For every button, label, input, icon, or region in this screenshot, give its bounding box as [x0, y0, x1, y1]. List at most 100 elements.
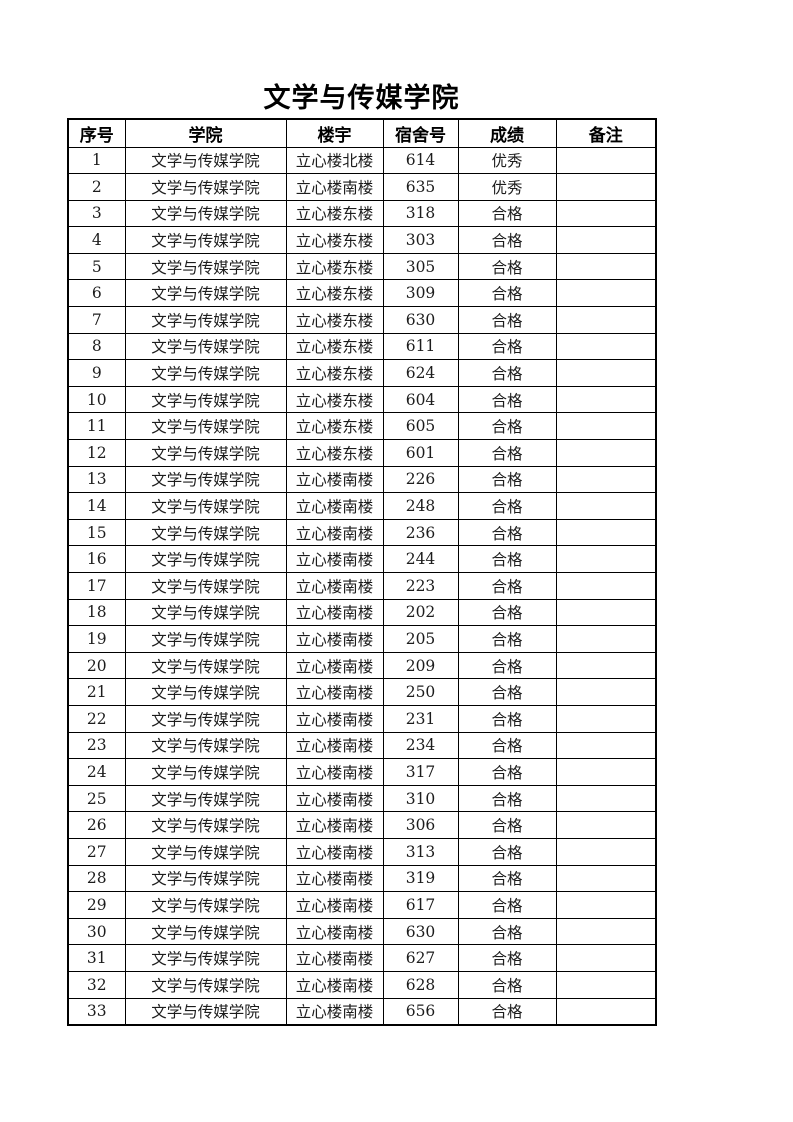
cell-room: 202	[382, 598, 459, 627]
cell-college: 文学与传媒学院	[124, 758, 287, 786]
table-row: 5 文学与传媒学院 立心楼东楼 305 合格	[67, 252, 657, 281]
cell-grade: 合格	[457, 891, 557, 919]
cell-building: 立心楼北楼	[285, 146, 384, 175]
cell-college: 文学与传媒学院	[124, 518, 287, 547]
cell-room: 313	[382, 837, 459, 866]
cell-room: 226	[382, 465, 459, 494]
cell-building: 立心楼南楼	[285, 970, 384, 999]
cell-remark	[555, 332, 657, 361]
cell-index: 31	[67, 944, 126, 972]
cell-room: 630	[382, 917, 459, 946]
cell-index: 16	[67, 545, 126, 573]
table-row: 25 文学与传媒学院 立心楼南楼 310 合格	[67, 784, 657, 813]
cell-index: 21	[67, 678, 126, 706]
cell-remark	[555, 784, 657, 813]
cell-room: 614	[382, 146, 459, 175]
cell-grade: 合格	[457, 704, 557, 733]
cell-college: 文学与传媒学院	[124, 252, 287, 281]
cell-building: 立心楼南楼	[285, 465, 384, 494]
cell-college: 文学与传媒学院	[124, 891, 287, 919]
table-row: 20 文学与传媒学院 立心楼南楼 209 合格	[67, 651, 657, 680]
header-grade: 成绩	[457, 118, 557, 148]
cell-building: 立心楼东楼	[285, 199, 384, 228]
cell-college: 文学与传媒学院	[124, 332, 287, 361]
table-row: 27 文学与传媒学院 立心楼南楼 313 合格	[67, 837, 657, 866]
cell-grade: 合格	[457, 492, 557, 520]
table-row: 22 文学与传媒学院 立心楼南楼 231 合格	[67, 704, 657, 733]
cell-building: 立心楼南楼	[285, 944, 384, 972]
cell-building: 立心楼东楼	[285, 439, 384, 467]
cell-remark	[555, 146, 657, 175]
cell-index: 32	[67, 970, 126, 999]
cell-college: 文学与传媒学院	[124, 492, 287, 520]
cell-index: 10	[67, 385, 126, 414]
cell-remark	[555, 439, 657, 467]
cell-remark	[555, 598, 657, 627]
cell-index: 8	[67, 332, 126, 361]
cell-index: 19	[67, 625, 126, 653]
cell-room: 244	[382, 545, 459, 573]
cell-remark	[555, 837, 657, 866]
cell-grade: 合格	[457, 545, 557, 573]
cell-room: 310	[382, 784, 459, 813]
cell-building: 立心楼南楼	[285, 572, 384, 600]
cell-room: 248	[382, 492, 459, 520]
cell-index: 7	[67, 306, 126, 334]
cell-remark	[555, 917, 657, 946]
cell-remark	[555, 997, 657, 1026]
table-row: 33 文学与传媒学院 立心楼南楼 656 合格	[67, 997, 657, 1026]
cell-room: 223	[382, 572, 459, 600]
cell-grade: 合格	[457, 199, 557, 228]
cell-building: 立心楼南楼	[285, 492, 384, 520]
cell-college: 文学与传媒学院	[124, 359, 287, 387]
table-row: 14 文学与传媒学院 立心楼南楼 248 合格	[67, 492, 657, 520]
cell-building: 立心楼南楼	[285, 651, 384, 680]
cell-college: 文学与传媒学院	[124, 625, 287, 653]
table-row: 15 文学与传媒学院 立心楼南楼 236 合格	[67, 518, 657, 547]
cell-college: 文学与传媒学院	[124, 837, 287, 866]
cell-room: 624	[382, 359, 459, 387]
cell-grade: 合格	[457, 332, 557, 361]
table-row: 8 文学与传媒学院 立心楼东楼 611 合格	[67, 332, 657, 361]
cell-index: 27	[67, 837, 126, 866]
cell-building: 立心楼南楼	[285, 625, 384, 653]
cell-grade: 优秀	[457, 173, 557, 201]
cell-grade: 合格	[457, 837, 557, 866]
cell-index: 20	[67, 651, 126, 680]
table-row: 30 文学与传媒学院 立心楼南楼 630 合格	[67, 917, 657, 946]
cell-college: 文学与传媒学院	[124, 465, 287, 494]
cell-index: 25	[67, 784, 126, 813]
table-row: 18 文学与传媒学院 立心楼南楼 202 合格	[67, 598, 657, 627]
cell-room: 601	[382, 439, 459, 467]
table-row: 29 文学与传媒学院 立心楼南楼 617 合格	[67, 891, 657, 919]
cell-index: 28	[67, 864, 126, 893]
cell-remark	[555, 465, 657, 494]
cell-college: 文学与传媒学院	[124, 731, 287, 760]
table-row: 9 文学与传媒学院 立心楼东楼 624 合格	[67, 359, 657, 387]
cell-building: 立心楼东楼	[285, 412, 384, 441]
cell-grade: 合格	[457, 252, 557, 281]
cell-grade: 合格	[457, 518, 557, 547]
cell-building: 立心楼东楼	[285, 306, 384, 334]
cell-grade: 合格	[457, 625, 557, 653]
cell-room: 630	[382, 306, 459, 334]
cell-college: 文学与传媒学院	[124, 704, 287, 733]
cell-building: 立心楼南楼	[285, 784, 384, 813]
cell-index: 13	[67, 465, 126, 494]
cell-room: 231	[382, 704, 459, 733]
table-row: 16 文学与传媒学院 立心楼南楼 244 合格	[67, 545, 657, 573]
cell-remark	[555, 731, 657, 760]
cell-college: 文学与传媒学院	[124, 997, 287, 1026]
cell-building: 立心楼东楼	[285, 385, 384, 414]
cell-grade: 合格	[457, 864, 557, 893]
cell-room: 605	[382, 412, 459, 441]
header-remark: 备注	[555, 118, 657, 148]
table-row: 21 文学与传媒学院 立心楼南楼 250 合格	[67, 678, 657, 706]
cell-remark	[555, 199, 657, 228]
cell-remark	[555, 359, 657, 387]
cell-grade: 合格	[457, 226, 557, 254]
table-row: 17 文学与传媒学院 立心楼南楼 223 合格	[67, 572, 657, 600]
cell-college: 文学与传媒学院	[124, 970, 287, 999]
cell-building: 立心楼南楼	[285, 917, 384, 946]
cell-room: 303	[382, 226, 459, 254]
